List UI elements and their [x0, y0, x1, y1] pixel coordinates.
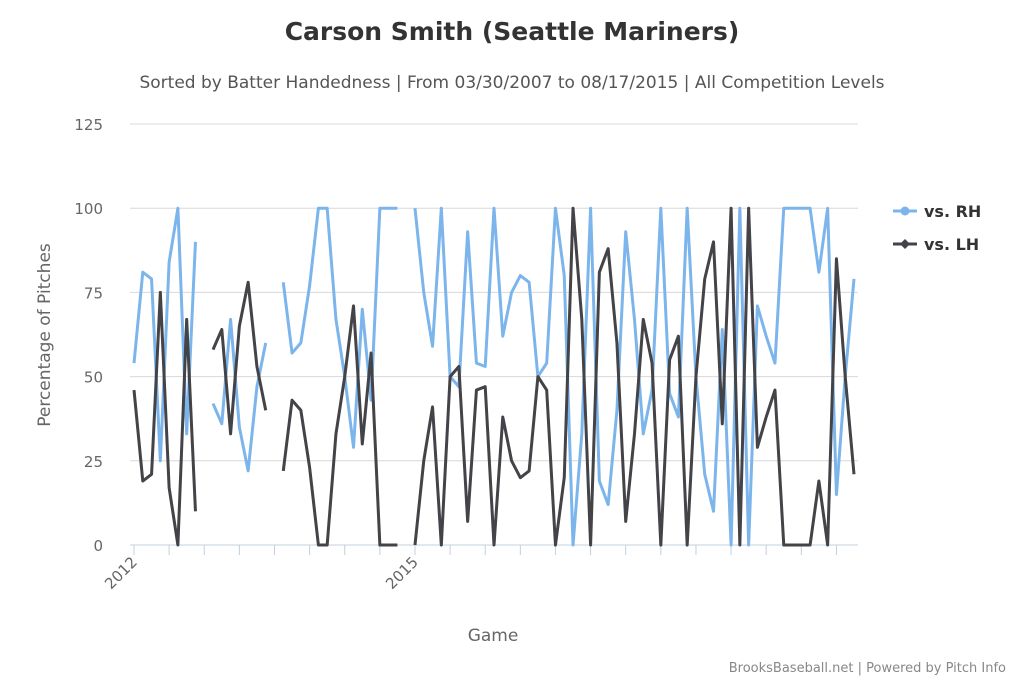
diamond-marker-icon — [900, 239, 910, 249]
y-tick-label: 0 — [93, 537, 103, 555]
series-line-lh — [211, 280, 268, 436]
circle-marker-icon — [900, 206, 910, 216]
legend-item-lh[interactable]: vs. LH — [893, 235, 979, 254]
x-axis: 2012 2015 — [101, 545, 837, 593]
series-line-lh — [132, 290, 197, 547]
y-tick-label: 50 — [84, 369, 103, 387]
series-line-rh — [413, 206, 856, 547]
series-line-lh — [413, 206, 856, 547]
y-tick-label: 25 — [84, 453, 103, 471]
y-axis-title: Percentage of Pitches — [35, 243, 55, 427]
series-layer — [132, 206, 856, 547]
chart-subtitle: Sorted by Batter Handedness | From 03/30… — [139, 73, 884, 93]
legend-label-lh: vs. LH — [924, 235, 979, 254]
y-tick-label: 75 — [84, 284, 103, 302]
series-line-rh — [211, 317, 268, 473]
y-tick-label: 100 — [74, 200, 103, 218]
legend-label-rh: vs. RH — [924, 202, 981, 221]
series-line-lh — [281, 304, 398, 547]
x-tick-label: 2015 — [382, 553, 422, 593]
x-tick-label: 2012 — [101, 553, 141, 593]
x-axis-title: Game — [468, 626, 519, 646]
credits[interactable]: BrooksBaseball.net | Powered by Pitch In… — [729, 661, 1006, 676]
chart-title: Carson Smith (Seattle Mariners) — [285, 17, 740, 46]
series-line-rh — [281, 206, 398, 449]
legend-item-rh[interactable]: vs. RH — [893, 202, 981, 221]
y-axis-ticks: 0 25 50 75 100 125 — [74, 116, 103, 555]
y-tick-label: 125 — [74, 116, 103, 134]
